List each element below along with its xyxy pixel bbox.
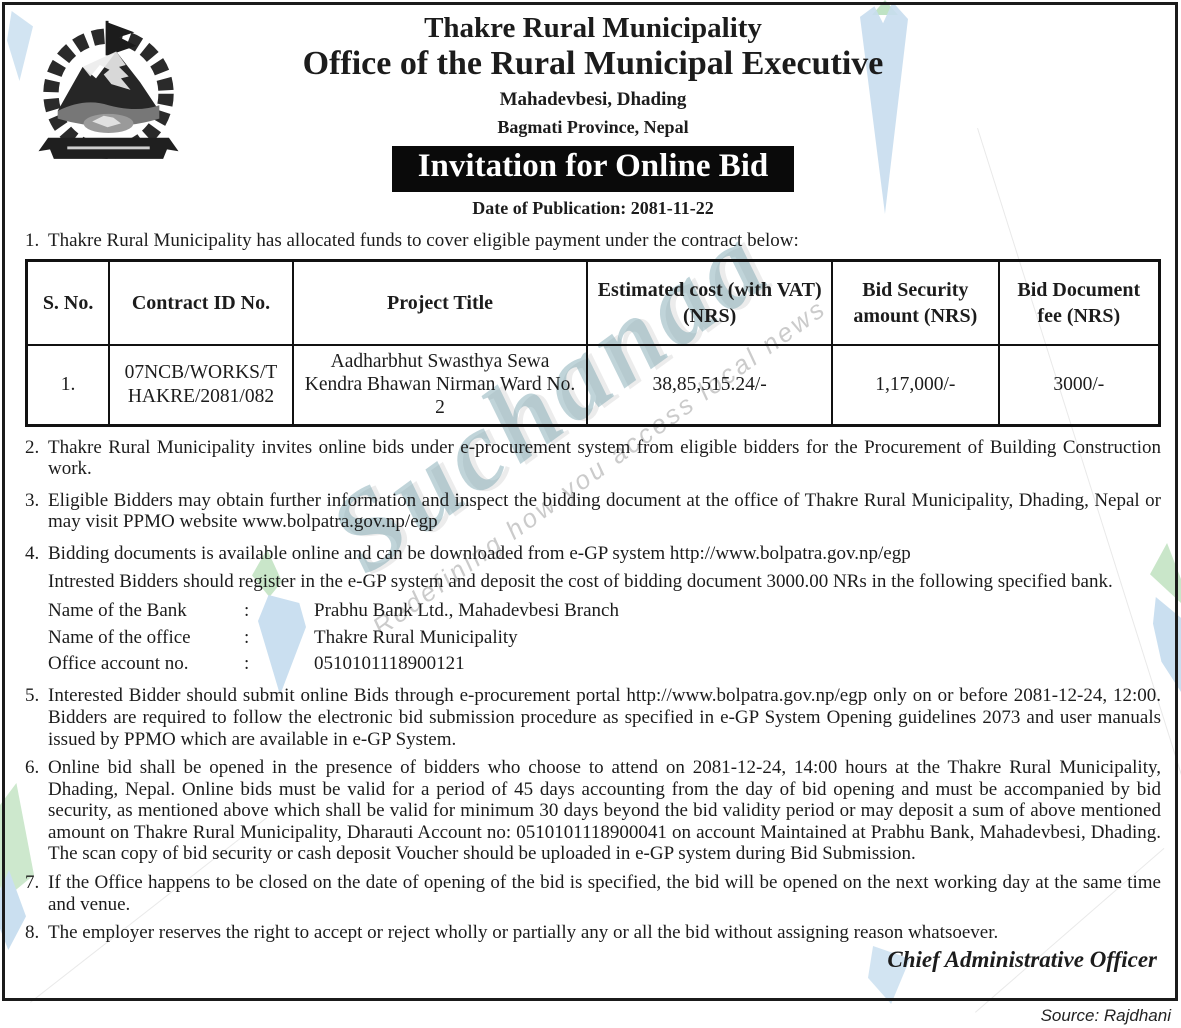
bank-detail-row: Name of the Bank : Prabhu Bank Ltd., Mah… xyxy=(48,598,1161,625)
bank-colon: : xyxy=(244,599,250,621)
bank-detail-row: Name of the office : Thakre Rural Munici… xyxy=(48,625,1161,652)
col-contract-id: Contract ID No. xyxy=(108,259,294,346)
bank-value: 0510101118900121 xyxy=(314,653,465,675)
item-number: 8. xyxy=(25,922,40,944)
col-project-title: Project Title xyxy=(291,259,589,346)
bank-label: Name of the office xyxy=(48,626,191,648)
list-item-6: 6. Online bid shall be opened in the pre… xyxy=(25,757,1161,865)
list-item-7: 7. If the Office happens to be closed on… xyxy=(25,872,1161,915)
list-item-3: 3. Eligible Bidders may obtain further i… xyxy=(25,490,1161,533)
notice-document: Thakre Rural Municipality Office of the … xyxy=(2,2,1178,1001)
item-text: Thakre Rural Municipality invites online… xyxy=(48,436,1161,480)
cell-bid-document-fee: 3000/- xyxy=(997,343,1161,427)
cell-serial-no: 1. xyxy=(25,343,111,427)
cell-bid-security: 1,17,000/- xyxy=(831,343,1000,427)
item-number: 4. xyxy=(25,542,40,564)
bank-value: Thakre Rural Municipality xyxy=(314,626,518,648)
address-line-2: Bagmati Province, Nepal xyxy=(497,116,689,137)
cell-contract-id: 07NCB/WORKS/T HAKRE/2081/082 xyxy=(108,343,294,427)
source-credit: Source: Rajdhani xyxy=(1040,1006,1171,1025)
bank-colon: : xyxy=(244,653,250,675)
nepal-government-emblem-logo xyxy=(38,20,179,159)
list-item-2: 2. Thakre Rural Municipality invites onl… xyxy=(25,437,1161,480)
list-item-1: 1. Thakre Rural Municipality has allocat… xyxy=(25,230,1161,252)
municipality-name: Thakre Rural Municipality xyxy=(424,12,762,44)
list-item-8: 8. The employer reserves the right to ac… xyxy=(25,922,1161,944)
bank-label: Office account no. xyxy=(48,653,189,675)
publication-date: Date of Publication: 2081-11-22 xyxy=(472,197,714,218)
table-header-row: S. No. Contract ID No. Project Title Est… xyxy=(25,259,1161,346)
item-text: Bidding documents is available online an… xyxy=(48,542,911,564)
item-text: If the Office happens to be closed on th… xyxy=(48,871,1161,915)
col-estimated-cost: Estimated cost (with VAT) (NRS) xyxy=(586,259,834,346)
list-item-4: 4. Bidding documents is available online… xyxy=(25,543,1161,565)
col-bid-document-fee: Bid Document fee (NRS) xyxy=(997,259,1161,346)
list-item-5: 5. Interested Bidder should submit onlin… xyxy=(25,685,1161,750)
cell-estimated-cost: 38,85,515.24/- xyxy=(586,343,834,427)
signature-title: Chief Administrative Officer xyxy=(887,947,1157,973)
col-serial-no: S. No. xyxy=(25,259,111,346)
office-name: Office of the Rural Municipal Executive xyxy=(302,45,884,83)
bank-details: Name of the Bank : Prabhu Bank Ltd., Mah… xyxy=(48,598,1161,679)
item-number: 5. xyxy=(25,685,40,707)
bank-colon: : xyxy=(244,626,250,648)
tender-table: S. No. Contract ID No. Project Title Est… xyxy=(25,259,1161,427)
bank-label: Name of the Bank xyxy=(48,599,187,621)
item-number: 6. xyxy=(25,757,40,779)
item-text: Eligible Bidders may obtain further info… xyxy=(48,489,1161,533)
notice-header: Thakre Rural Municipality Office of the … xyxy=(25,12,1161,218)
table-row: 1. 07NCB/WORKS/T HAKRE/2081/082 Aadharbh… xyxy=(25,343,1161,427)
cell-project-title: Aadharbhut Swasthya Sewa Kendra Bhawan N… xyxy=(291,343,589,427)
item-text: Online bid shall be opened in the presen… xyxy=(48,757,1161,865)
item-number: 3. xyxy=(25,489,40,511)
notice-title-banner: Invitation for Online Bid xyxy=(391,145,795,192)
item-number: 7. xyxy=(25,871,40,893)
item-number: 2. xyxy=(25,436,40,458)
col-bid-security: Bid Security amount (NRS) xyxy=(831,259,1000,346)
bank-value: Prabhu Bank Ltd., Mahadevbesi Branch xyxy=(314,599,619,621)
item-number: 1. xyxy=(25,230,40,252)
bank-deposit-note: Intrested Bidders should register in the… xyxy=(48,570,1113,592)
item-text: Thakre Rural Municipality has allocated … xyxy=(48,230,799,252)
item-text: Interested Bidder should submit online B… xyxy=(48,685,1161,750)
address-line-1: Mahadevbesi, Dhading xyxy=(499,89,687,111)
bank-detail-row: Office account no. : 0510101118900121 xyxy=(48,651,1161,678)
item-text: The employer reserves the right to accep… xyxy=(48,922,999,944)
